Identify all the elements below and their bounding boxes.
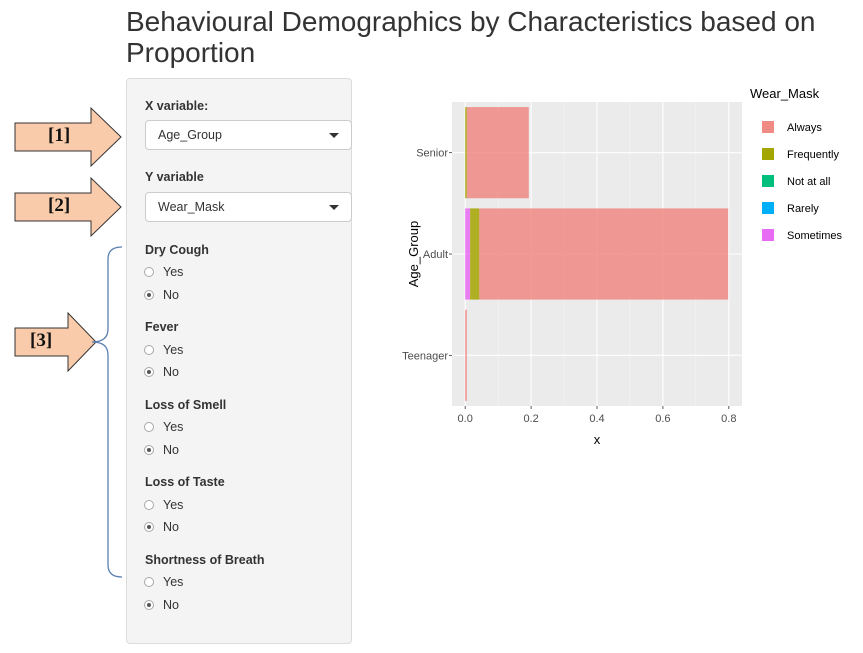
filter-label-loss-of-taste: Loss of Taste bbox=[145, 475, 225, 489]
y-variable-value: Wear_Mask bbox=[158, 200, 225, 214]
annotation-arrow-2 bbox=[14, 176, 122, 238]
filter-label-fever: Fever bbox=[145, 320, 179, 334]
filter-label-dry-cough: Dry Cough bbox=[145, 243, 209, 257]
y-tick-label: Senior bbox=[416, 148, 448, 160]
bar-segment bbox=[466, 107, 529, 199]
radio-loss-of-smell-yes[interactable]: Yes bbox=[144, 419, 183, 435]
legend-label: Always bbox=[787, 122, 822, 134]
y-variable-select[interactable]: Wear_Mask bbox=[145, 192, 352, 222]
radio-shortness-of-breath-no[interactable]: No bbox=[144, 597, 179, 613]
radio-label: No bbox=[163, 365, 179, 379]
y-axis-title: Age_Group bbox=[406, 221, 421, 288]
radio-label: No bbox=[163, 288, 179, 302]
y-tick-label: Adult bbox=[423, 249, 448, 261]
legend-swatch bbox=[762, 229, 774, 241]
legend-swatch bbox=[762, 148, 774, 160]
radio-circle[interactable] bbox=[144, 500, 154, 510]
radio-label: No bbox=[163, 520, 179, 534]
filter-label-shortness-of-breath: Shortness of Breath bbox=[145, 553, 265, 567]
legend-label: Not at all bbox=[787, 176, 830, 188]
annotation-arrow-3 bbox=[14, 311, 97, 373]
chevron-down-icon bbox=[329, 133, 339, 138]
chevron-down-icon bbox=[329, 205, 339, 210]
x-tick-label: 0.6 bbox=[655, 413, 670, 425]
radio-circle[interactable] bbox=[144, 600, 154, 610]
radio-circle[interactable] bbox=[144, 290, 154, 300]
bar-segment bbox=[465, 208, 471, 300]
x-variable-label: X variable: bbox=[145, 99, 209, 113]
annotation-arrow-1 bbox=[14, 106, 122, 168]
x-tick-label: 0.8 bbox=[721, 413, 736, 425]
annotation-label-3: [3] bbox=[30, 330, 53, 351]
filter-label-loss-of-smell: Loss of Smell bbox=[145, 398, 227, 412]
radio-loss-of-smell-no[interactable]: No bbox=[144, 442, 179, 458]
radio-label: Yes bbox=[163, 343, 184, 357]
x-tick-label: 0.4 bbox=[589, 413, 604, 425]
legend-label: Frequently bbox=[787, 149, 839, 161]
bar-segment bbox=[465, 107, 467, 199]
legend-title: Wear_Mask bbox=[750, 86, 820, 101]
y-variable-label: Y variable bbox=[145, 170, 204, 184]
radio-label: Yes bbox=[163, 575, 184, 589]
x-variable-select[interactable]: Age_Group bbox=[145, 120, 352, 150]
radio-dry-cough-no[interactable]: No bbox=[144, 287, 179, 303]
annotation-label-1: [1] bbox=[48, 125, 71, 146]
radio-circle[interactable] bbox=[144, 445, 154, 455]
radio-circle[interactable] bbox=[144, 422, 154, 432]
y-tick-label: Teenager bbox=[402, 350, 448, 362]
radio-label: No bbox=[163, 598, 179, 612]
radio-loss-of-taste-no[interactable]: No bbox=[144, 519, 179, 535]
radio-fever-yes[interactable]: Yes bbox=[144, 342, 183, 358]
radio-label: Yes bbox=[163, 265, 184, 279]
legend-swatch bbox=[762, 175, 774, 187]
stacked-bar-chart: Senior Adult Teenager 0.0 0.2 0.4 0.6 0.8 x Age_G… bbox=[402, 86, 843, 447]
sidebar-panel: X variable: Age_Group Y variable Wear_Ma… bbox=[126, 78, 352, 644]
radio-circle[interactable] bbox=[144, 345, 154, 355]
bar-segment bbox=[470, 208, 480, 300]
x-variable-value: Age_Group bbox=[158, 128, 222, 142]
annotation-label-2: [2] bbox=[48, 195, 71, 216]
page-title: Behavioural Demographics by Characterist… bbox=[126, 6, 816, 68]
radio-dry-cough-yes[interactable]: Yes bbox=[144, 264, 183, 280]
x-tick-label: 0.0 bbox=[458, 413, 473, 425]
legend-label: Sometimes bbox=[787, 230, 843, 242]
radio-fever-no[interactable]: No bbox=[144, 364, 179, 380]
legend-label: Rarely bbox=[787, 203, 819, 215]
x-tick-label: 0.2 bbox=[523, 413, 538, 425]
radio-label: No bbox=[163, 443, 179, 457]
bar-segment bbox=[479, 208, 729, 300]
radio-circle[interactable] bbox=[144, 267, 154, 277]
legend-swatch bbox=[762, 202, 774, 214]
annotation-brace bbox=[91, 246, 123, 578]
radio-shortness-of-breath-yes[interactable]: Yes bbox=[144, 574, 183, 590]
radio-label: Yes bbox=[163, 498, 184, 512]
radio-circle[interactable] bbox=[144, 367, 154, 377]
legend-swatch bbox=[762, 121, 774, 133]
radio-label: Yes bbox=[163, 420, 184, 434]
radio-circle[interactable] bbox=[144, 522, 154, 532]
x-axis-title: x bbox=[594, 432, 601, 447]
radio-loss-of-taste-yes[interactable]: Yes bbox=[144, 497, 183, 513]
bar-segment bbox=[465, 309, 467, 401]
radio-circle[interactable] bbox=[144, 577, 154, 587]
